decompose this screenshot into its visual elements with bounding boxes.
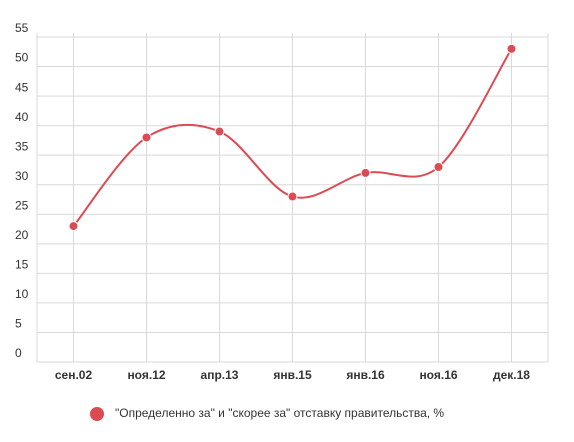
y-tick-label: 30 bbox=[15, 169, 29, 183]
x-tick-label: сен.02 bbox=[55, 368, 93, 382]
data-point bbox=[214, 126, 225, 137]
data-point bbox=[433, 162, 444, 172]
y-tick-label: 25 bbox=[15, 198, 29, 212]
y-tick-label: 45 bbox=[15, 80, 29, 94]
x-tick-label: апр.13 bbox=[201, 368, 239, 382]
y-tick-label: 15 bbox=[15, 258, 29, 272]
x-tick-label: дек.18 bbox=[493, 368, 530, 382]
x-tick-label: янв.16 bbox=[346, 368, 385, 382]
x-tick-label: янв.15 bbox=[273, 368, 312, 382]
legend-marker bbox=[90, 407, 104, 421]
data-point bbox=[360, 167, 371, 178]
data-point bbox=[68, 221, 79, 232]
data-point bbox=[141, 132, 152, 143]
y-tick-label: 0 bbox=[15, 346, 22, 360]
x-tick-label: ноя.12 bbox=[127, 368, 165, 382]
y-tick-label: 35 bbox=[15, 139, 29, 153]
data-point bbox=[287, 191, 298, 202]
y-tick-label: 50 bbox=[15, 51, 29, 65]
legend-label: "Определенно за" и "скорее за" отставку … bbox=[115, 406, 444, 420]
y-tick-label: 55 bbox=[15, 21, 29, 35]
y-tick-label: 20 bbox=[15, 228, 29, 242]
y-tick-label: 40 bbox=[15, 110, 29, 124]
y-tick-label: 5 bbox=[15, 317, 22, 331]
data-point bbox=[506, 43, 517, 54]
y-tick-label: 10 bbox=[15, 287, 29, 301]
x-tick-label: ноя.16 bbox=[419, 368, 457, 382]
